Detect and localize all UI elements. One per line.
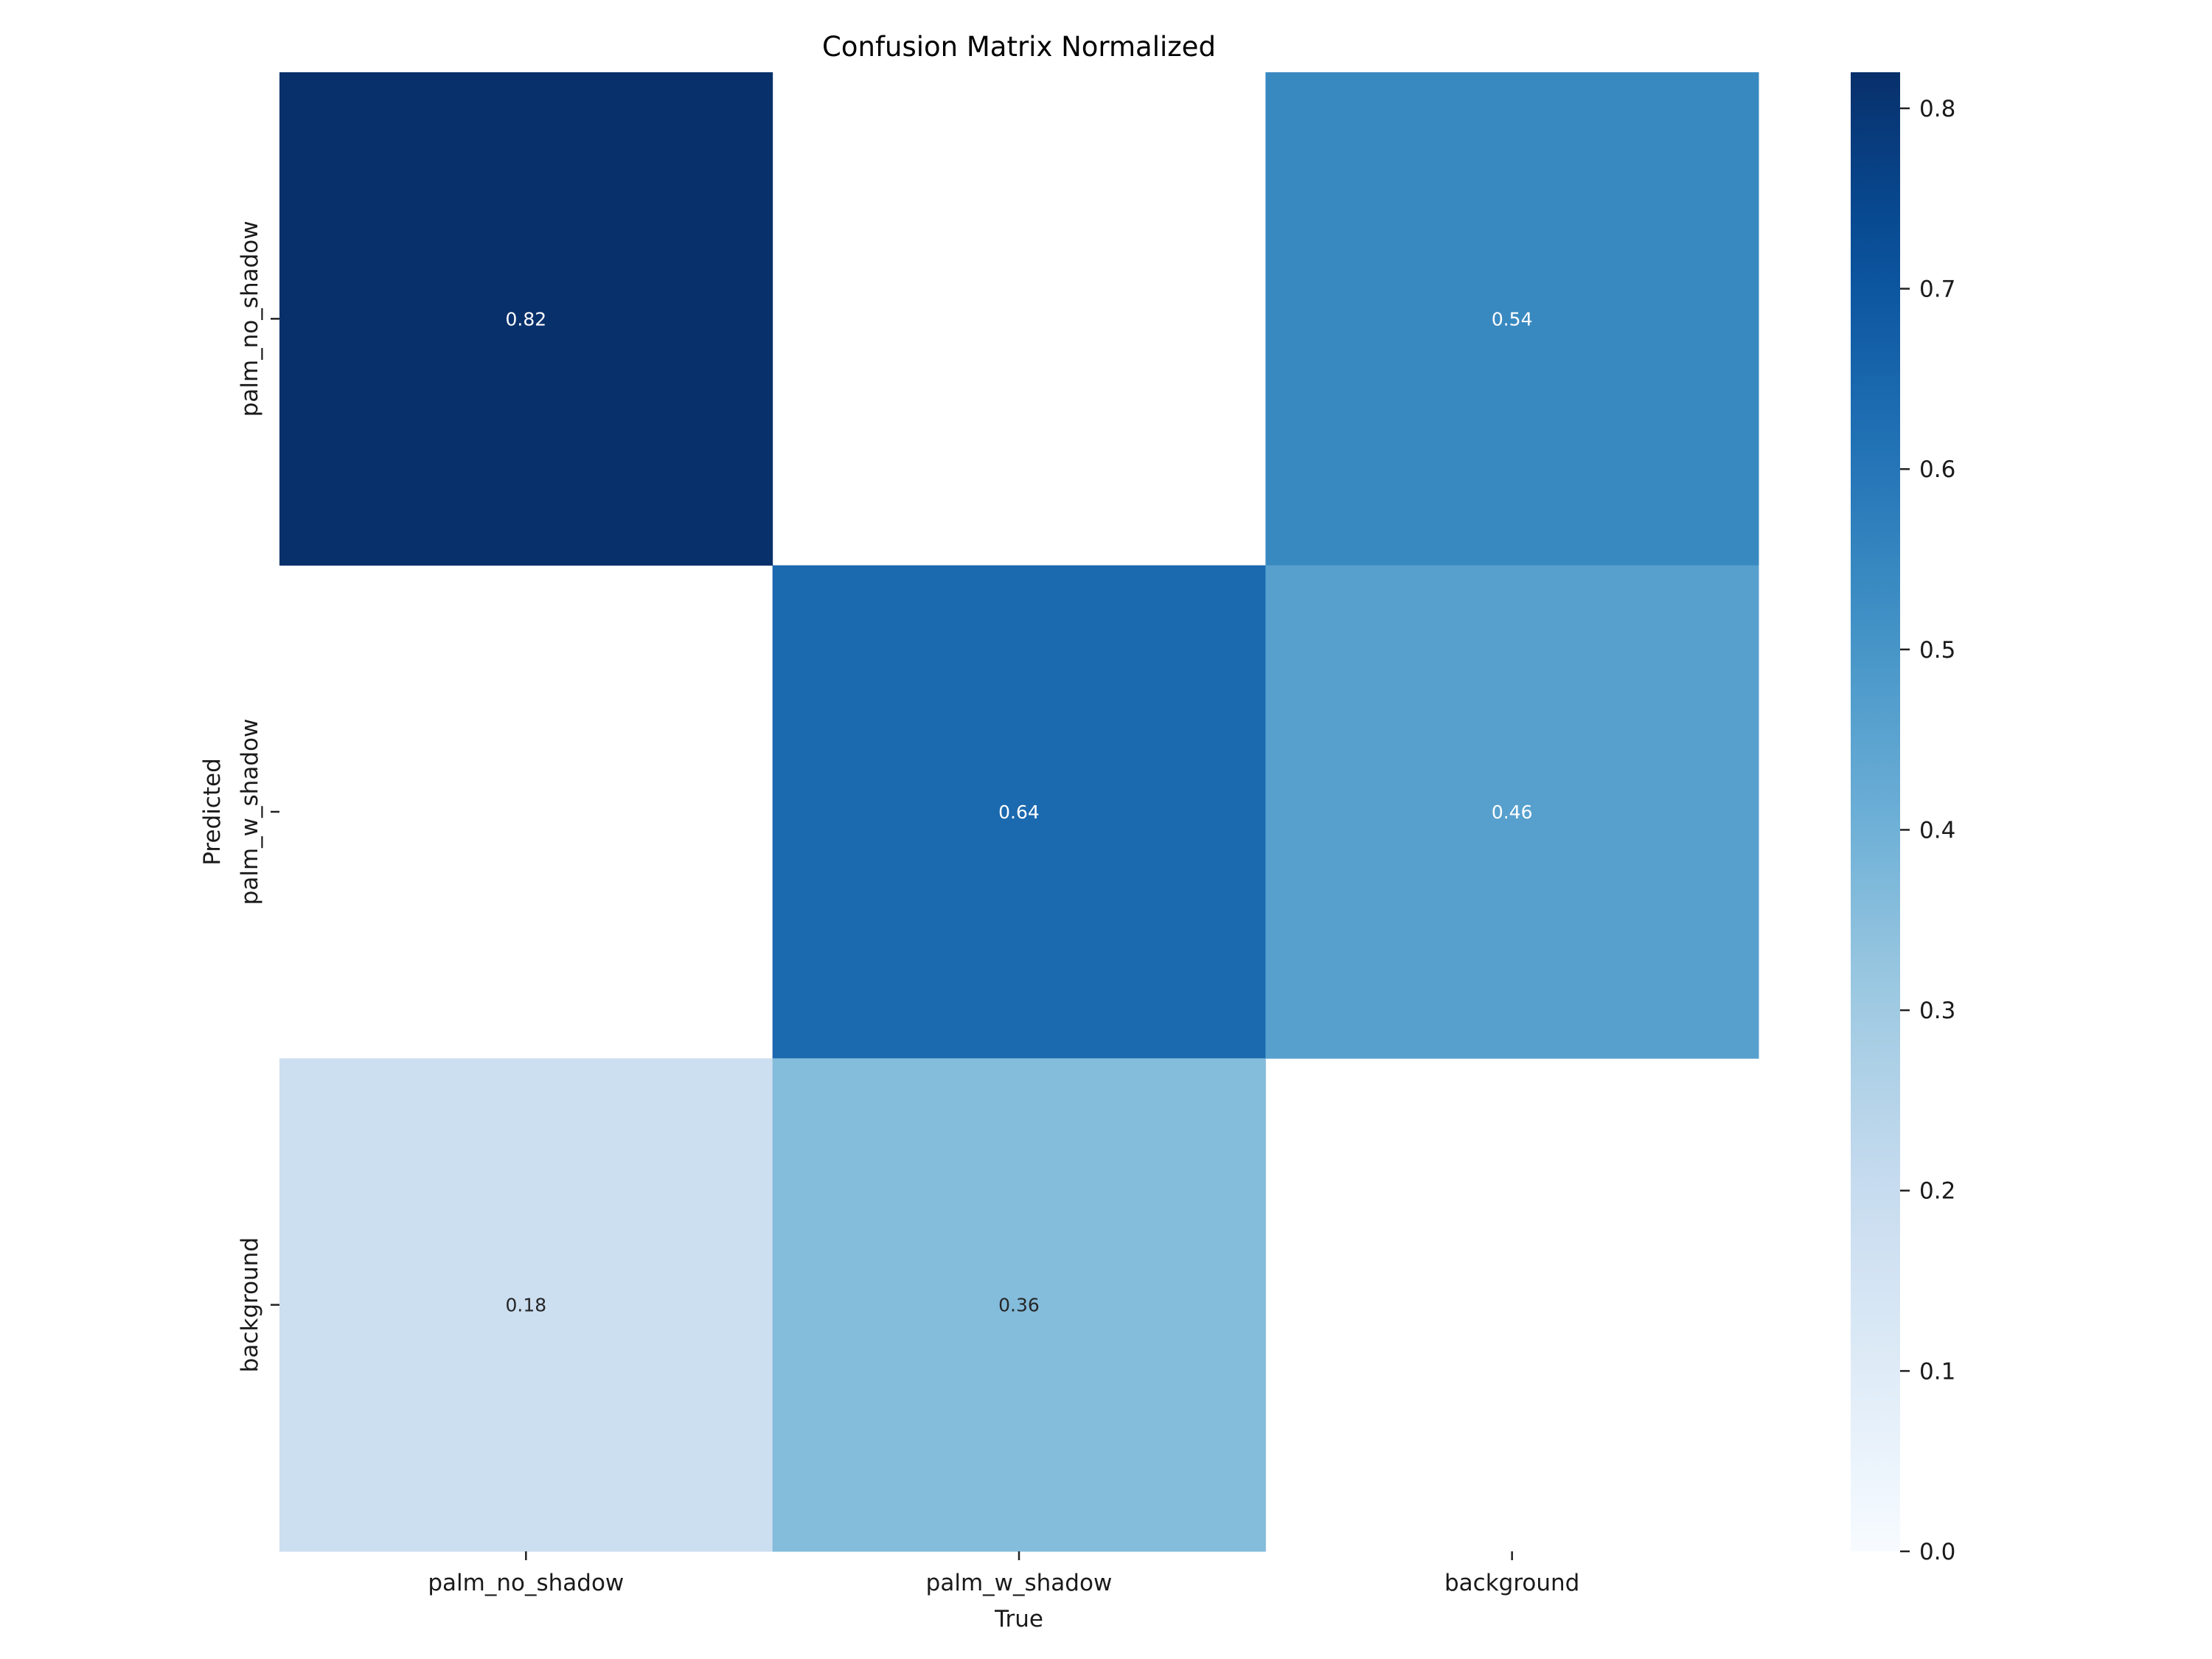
colorbar [1851,72,1900,1551]
x-tick-label: palm_w_shadow [926,1570,1113,1596]
cell-value-label: 0.82 [505,308,546,330]
x-tick-label: palm_no_shadow [428,1570,624,1596]
heatmap-cell [772,565,1266,1059]
colorbar-tick-label: 0.1 [1919,1358,1955,1385]
colorbar-tick-label: 0.7 [1919,276,1955,303]
colorbar-tick-label: 0.3 [1919,998,1955,1024]
heatmap-cell [772,1058,1266,1552]
y-tick-label: background [237,1237,263,1372]
heatmap-cell [279,72,773,566]
y-tick-label: palm_w_shadow [237,719,263,905]
y-tick-label: palm_no_shadow [237,220,263,417]
heatmap-cell [279,1058,773,1552]
cell-value-label: 0.36 [998,1295,1040,1316]
colorbar-tick-label: 0.5 [1919,637,1955,664]
x-tick-label: background [1444,1570,1579,1596]
cell-value-label: 0.64 [998,801,1040,823]
chart-title: Confusion Matrix Normalized [822,31,1216,63]
cell-value-label: 0.46 [1492,801,1533,823]
colorbar-tick-label: 0.6 [1919,456,1955,483]
colorbar-tick-label: 0.0 [1919,1539,1955,1565]
heatmap-cell [1265,72,1759,566]
colorbar-tick-label: 0.8 [1919,96,1955,122]
colorbar-tick-label: 0.2 [1919,1178,1955,1205]
cell-value-label: 0.18 [505,1295,546,1316]
colorbar-tick-label: 0.4 [1919,817,1955,844]
heatmap-cell [1265,565,1759,1059]
x-axis-label: True [994,1606,1043,1632]
y-axis-label: Predicted [199,758,226,866]
cell-value-label: 0.54 [1492,308,1533,330]
